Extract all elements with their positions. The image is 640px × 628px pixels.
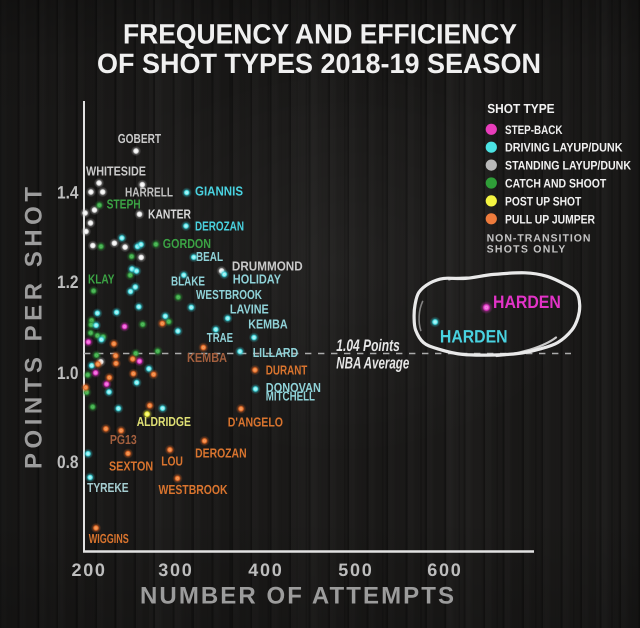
svg-text:400: 400	[248, 560, 282, 580]
svg-text:KEMBA: KEMBA	[248, 317, 288, 332]
svg-text:TRAE: TRAE	[207, 330, 234, 345]
svg-text:DEROZAN: DEROZAN	[195, 219, 244, 234]
svg-text:LAVINE: LAVINE	[230, 302, 269, 317]
svg-text:HARDEN: HARDEN	[440, 326, 508, 346]
svg-text:OF SHOT TYPES 2018-19 SEASON: OF SHOT TYPES 2018-19 SEASON	[97, 48, 541, 79]
svg-text:STEPH: STEPH	[107, 197, 141, 212]
svg-text:DRIVING LAYUP/DUNK: DRIVING LAYUP/DUNK	[505, 141, 623, 155]
svg-text:200: 200	[71, 560, 105, 580]
svg-text:MITCHELL: MITCHELL	[266, 389, 315, 404]
svg-text:GIANNIS: GIANNIS	[195, 184, 243, 199]
svg-text:TYREKE: TYREKE	[87, 480, 129, 495]
svg-text:NBA Average: NBA Average	[336, 353, 409, 372]
svg-text:CATCH AND SHOOT: CATCH AND SHOOT	[505, 177, 607, 191]
svg-text:300: 300	[158, 560, 192, 580]
svg-text:FREQUENCY AND EFFICIENCY: FREQUENCY AND EFFICIENCY	[123, 19, 517, 50]
svg-text:BEAL: BEAL	[196, 249, 223, 264]
svg-text:SHOT TYPE: SHOT TYPE	[487, 101, 555, 116]
svg-text:DRUMMOND: DRUMMOND	[232, 259, 303, 274]
svg-text:STANDING LAYUP/DUNK: STANDING LAYUP/DUNK	[505, 159, 631, 173]
svg-text:GOBERT: GOBERT	[118, 131, 161, 146]
svg-text:LILLARD: LILLARD	[253, 345, 299, 360]
svg-text:1.0: 1.0	[57, 363, 79, 383]
svg-text:KLAY: KLAY	[88, 272, 115, 287]
svg-text:1.2: 1.2	[57, 272, 79, 292]
svg-text:1.04 Points: 1.04 Points	[336, 336, 400, 355]
svg-text:NUMBER OF ATTEMPTS: NUMBER OF ATTEMPTS	[140, 582, 454, 609]
svg-text:LOU: LOU	[161, 454, 183, 469]
svg-text:BLAKE: BLAKE	[171, 274, 205, 289]
svg-text:WESTBROOK: WESTBROOK	[196, 287, 262, 302]
svg-text:SEXTON: SEXTON	[109, 459, 153, 474]
svg-text:POST UP SHOT: POST UP SHOT	[505, 194, 582, 208]
svg-text:500: 500	[338, 560, 372, 580]
svg-text:1.4: 1.4	[57, 183, 79, 203]
svg-text:WHITESIDE: WHITESIDE	[86, 164, 146, 179]
svg-text:POINTS PER SHOT: POINTS PER SHOT	[21, 187, 48, 469]
svg-text:WESTBROOK: WESTBROOK	[159, 482, 229, 497]
svg-text:PG13: PG13	[110, 432, 137, 447]
svg-text:STEP-BACK: STEP-BACK	[505, 123, 563, 137]
svg-text:KANTER: KANTER	[148, 207, 191, 222]
svg-text:WIGGINS: WIGGINS	[89, 531, 129, 546]
svg-text:DEROZAN: DEROZAN	[195, 445, 247, 460]
svg-text:KEMBA: KEMBA	[187, 350, 228, 365]
svg-text:600: 600	[427, 560, 461, 580]
svg-text:GORDON: GORDON	[163, 236, 211, 251]
svg-text:NON-TRANSITION: NON-TRANSITION	[487, 232, 591, 244]
svg-text:PULL UP JUMPER: PULL UP JUMPER	[505, 212, 595, 226]
svg-text:HOLIDAY: HOLIDAY	[233, 272, 281, 287]
svg-text:ALDRIDGE: ALDRIDGE	[137, 414, 191, 429]
svg-text:HARRELL: HARRELL	[125, 185, 173, 200]
svg-text:DONOVAN: DONOVAN	[266, 380, 321, 395]
svg-text:0.8: 0.8	[57, 452, 79, 472]
svg-text:D'ANGELO: D'ANGELO	[228, 415, 283, 430]
svg-text:DURANT: DURANT	[266, 363, 308, 378]
svg-text:HARDEN: HARDEN	[493, 292, 561, 312]
svg-text:SHOTS ONLY: SHOTS ONLY	[487, 243, 566, 255]
